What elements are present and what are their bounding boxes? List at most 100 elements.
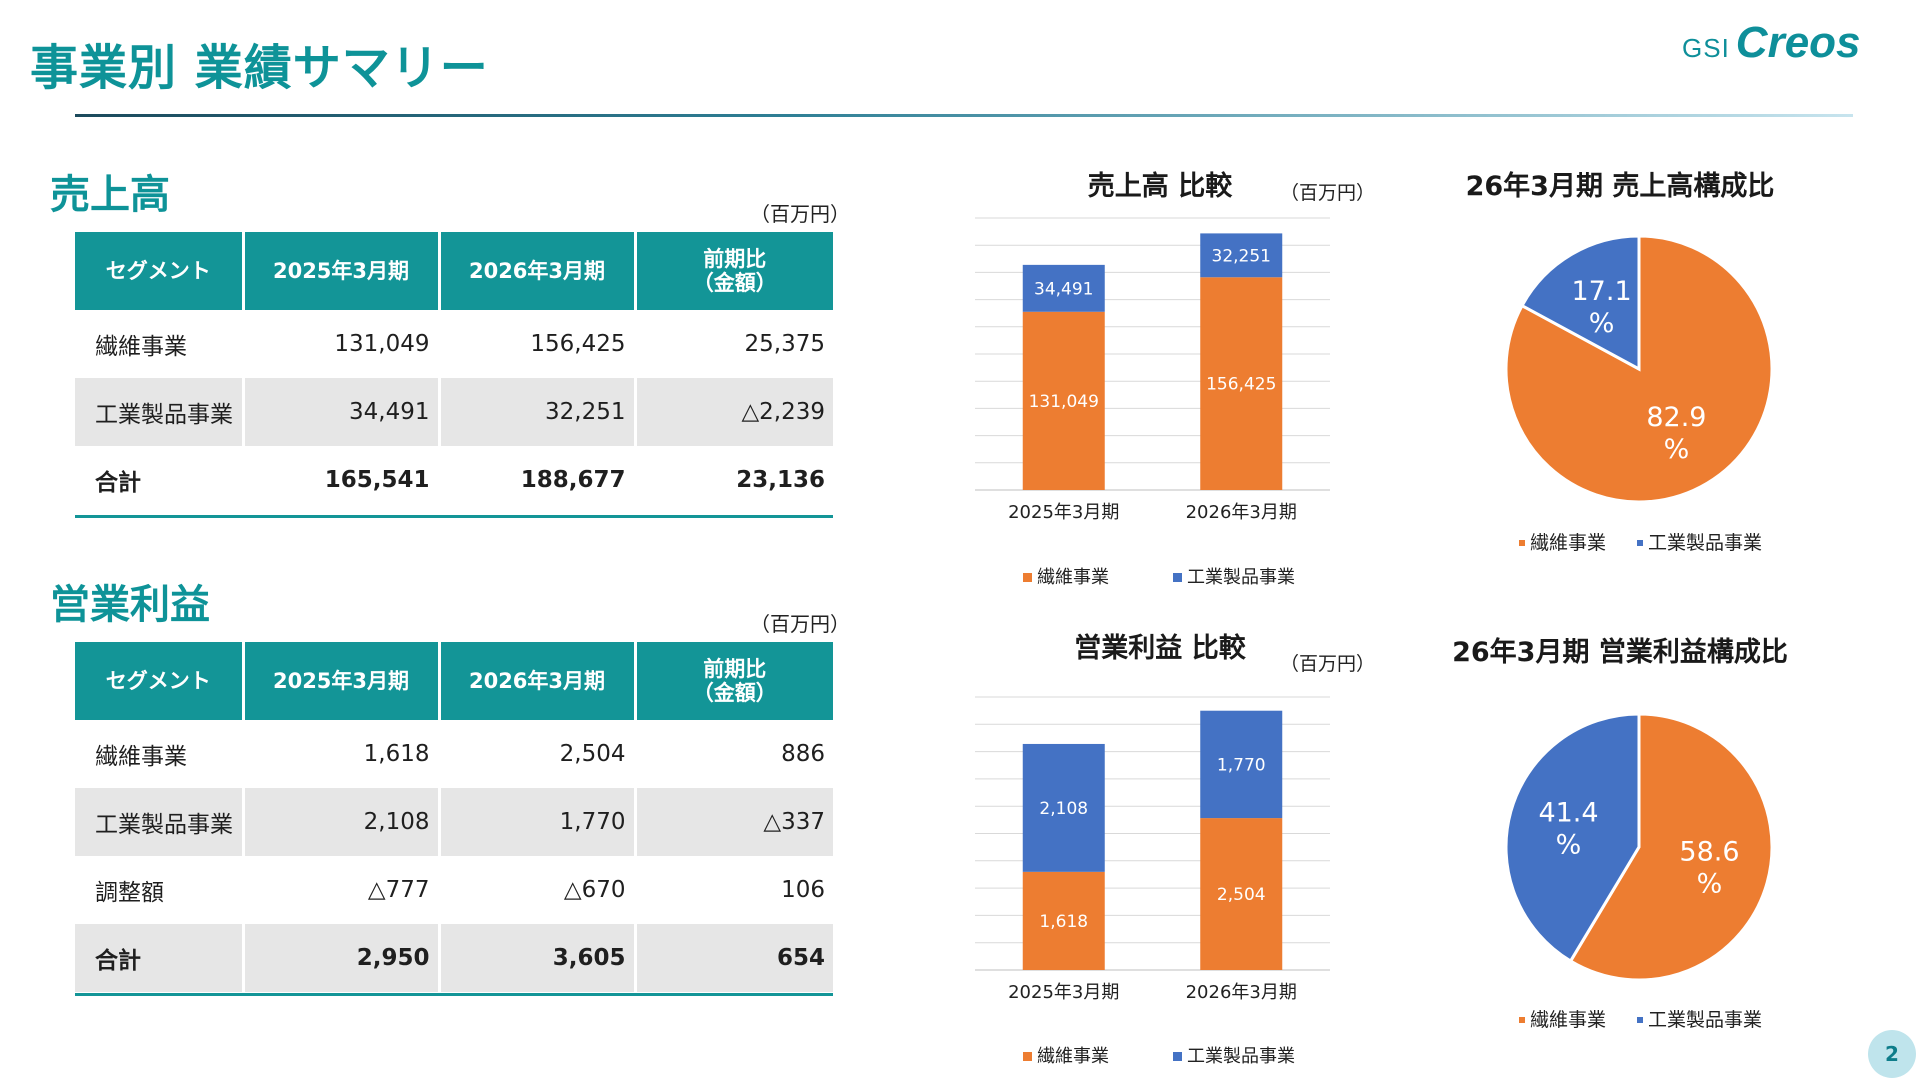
segment-name-cell: 工業製品事業 <box>75 788 245 856</box>
pie-data-label: 82.9% <box>1646 402 1706 465</box>
value-cell: 654 <box>635 924 833 992</box>
segment-name-cell: 調整額 <box>75 856 245 924</box>
legend-swatch <box>1519 540 1525 546</box>
value-cell: 1,618 <box>243 720 441 788</box>
value-cell: △670 <box>439 856 637 924</box>
x-tick-label: 2026年3月期 <box>1186 982 1297 1003</box>
profit-section-title: 営業利益 <box>50 582 210 628</box>
sales-table-bottom-rule <box>75 515 833 518</box>
x-tick-label: 2025年3月期 <box>1008 982 1119 1003</box>
legend-label: 工業製品事業 <box>1187 567 1295 588</box>
profit-bar-chart-unit: （百万円） <box>1280 653 1376 675</box>
page-number-badge: 2 <box>1868 1030 1916 1078</box>
table-row: 繊維事業 131,049 156,425 25,375 <box>75 310 833 378</box>
table-row: 合計 2,950 3,605 654 <box>75 924 833 992</box>
bar-segment <box>1022 264 1105 312</box>
value-cell: 165,541 <box>243 446 441 514</box>
page-title: 事業別 業績サマリー <box>30 40 489 96</box>
profit-header-cell: セグメント <box>75 642 245 720</box>
legend-label: 繊維事業 <box>1037 1046 1109 1067</box>
legend-label: 工業製品事業 <box>1187 1046 1295 1067</box>
legend-swatch <box>1173 573 1182 582</box>
profit-header-cell: 2025年3月期 <box>243 642 441 720</box>
bar-segment <box>1200 710 1283 819</box>
profit-table: セグメント 2025年3月期 2026年3月期 前期比 （金額） 繊維事業 1,618 2,… <box>75 642 833 992</box>
legend-label: 繊維事業 <box>1530 1009 1606 1031</box>
profit-header-cell: 2026年3月期 <box>439 642 637 720</box>
legend-swatch <box>1023 1052 1032 1061</box>
profit-bar-chart-title: 営業利益 比較 <box>1074 633 1246 664</box>
value-cell: 23,136 <box>736 467 825 493</box>
value-cell: 886 <box>781 741 825 767</box>
legend-label: 繊維事業 <box>1530 532 1606 554</box>
legend-label: 工業製品事業 <box>1648 1009 1762 1031</box>
logo-brand-text: Creos <box>1735 18 1861 67</box>
sales-unit-label: （百万円） <box>750 202 850 226</box>
segment-name-cell: 工業製品事業 <box>75 378 245 446</box>
legend-label: 繊維事業 <box>1037 567 1109 588</box>
value-cell: 3,605 <box>439 924 637 992</box>
segment-name-cell: 合計 <box>75 924 245 992</box>
legend-swatch <box>1023 573 1032 582</box>
bar-segment <box>1022 311 1105 490</box>
table-row: 工業製品事業 2,108 1,770 △337 <box>75 788 833 856</box>
bar-data-label: 131,049 <box>1029 392 1099 412</box>
logo-gsi-text: GSI <box>1682 33 1730 63</box>
pie-data-label: 58.6% <box>1679 837 1739 900</box>
x-tick-label: 2026年3月期 <box>1186 502 1297 523</box>
bar-segment <box>1022 871 1105 970</box>
sales-pie-chart-title: 26年3月期 売上高構成比 <box>1465 171 1775 202</box>
bar-segment <box>1022 743 1105 872</box>
bar-segment <box>1200 277 1283 490</box>
bar-data-label: 156,425 <box>1206 375 1276 395</box>
profit-table-header: セグメント 2025年3月期 2026年3月期 前期比 （金額） <box>75 642 833 720</box>
sales-header-cell: 2026年3月期 <box>439 232 637 310</box>
segment-name-cell: 繊維事業 <box>75 310 245 378</box>
profit-table-bottom-rule <box>75 993 833 996</box>
title-divider <box>75 114 1853 117</box>
company-logo: GSI Creos <box>1682 18 1861 68</box>
bar-data-label: 1,770 <box>1217 755 1266 775</box>
value-cell: 2,108 <box>243 788 441 856</box>
bar-data-label: 34,491 <box>1034 279 1093 299</box>
legend-swatch <box>1637 540 1643 546</box>
legend-swatch <box>1637 1017 1643 1023</box>
sales-section-title: 売上高 <box>50 172 170 218</box>
sales-table-header: セグメント 2025年3月期 2026年3月期 前期比 （金額） <box>75 232 833 310</box>
value-cell: 2,504 <box>439 720 637 788</box>
profit-header-cell: 前期比 （金額） <box>635 642 833 720</box>
pie-slice <box>1504 712 1641 964</box>
value-cell: 1,770 <box>439 788 637 856</box>
pie-data-label: 41.4% <box>1538 797 1598 860</box>
profit-unit-label: （百万円） <box>750 612 850 636</box>
bar-data-label: 2,504 <box>1217 885 1266 905</box>
bar-data-label: 2,108 <box>1039 799 1088 819</box>
segment-name-cell: 合計 <box>75 446 245 514</box>
value-cell: △777 <box>243 856 441 924</box>
sales-header-cell: セグメント <box>75 232 245 310</box>
x-tick-label: 2025年3月期 <box>1008 502 1119 523</box>
legend-swatch <box>1519 1017 1525 1023</box>
pie-slice <box>1568 712 1774 982</box>
value-cell: 34,491 <box>243 378 441 446</box>
value-cell: △2,239 <box>635 378 833 446</box>
value-cell: 32,251 <box>439 378 637 446</box>
bar-data-label: 1,618 <box>1039 912 1088 932</box>
pie-data-label: 17.1% <box>1572 276 1632 339</box>
profit-pie-chart-title: 26年3月期 営業利益構成比 <box>1452 637 1788 668</box>
bar-segment <box>1200 233 1283 278</box>
table-row: 合計 165,541 188,677 23,136 <box>75 446 833 514</box>
table-row: 繊維事業 1,618 2,504 886 <box>75 720 833 788</box>
bar-data-label: 32,251 <box>1212 246 1271 266</box>
value-cell: 131,049 <box>243 310 441 378</box>
value-cell: 156,425 <box>439 310 637 378</box>
value-cell: 106 <box>781 877 825 903</box>
value-cell: △337 <box>635 788 833 856</box>
segment-name-cell: 繊維事業 <box>75 720 245 788</box>
table-row: 調整額 △777 △670 106 <box>75 856 833 924</box>
value-cell: 25,375 <box>744 331 825 357</box>
sales-header-cell: 前期比 （金額） <box>635 232 833 310</box>
sales-header-cell: 2025年3月期 <box>243 232 441 310</box>
bar-segment <box>1200 818 1283 970</box>
